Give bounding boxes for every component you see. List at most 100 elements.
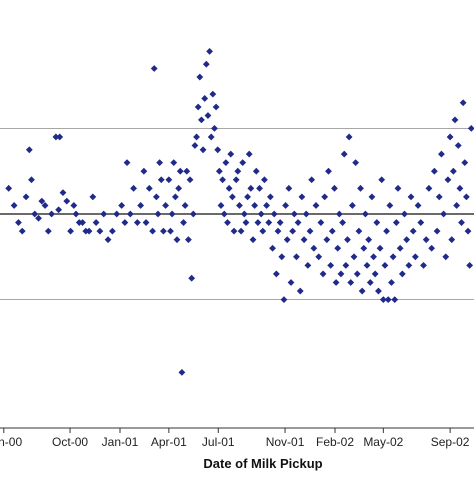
data-point [462,193,470,201]
data-point [417,219,425,226]
data-point [225,184,233,192]
data-point [191,142,199,149]
data-point [401,210,408,218]
data-point [212,103,220,111]
data-point [28,176,35,184]
data-point [321,193,329,201]
data-point [196,73,204,81]
data-point [5,184,13,192]
data-point [185,236,192,244]
data-point [444,176,452,184]
data-point [344,236,351,244]
data-point [319,270,327,278]
data-point [453,202,461,209]
data-point [357,184,364,192]
data-point [263,202,270,209]
data-point [363,261,371,269]
data-point [188,274,196,282]
data-point [269,244,276,252]
data-point [193,133,200,141]
data-point [353,270,361,278]
data-point [360,244,368,252]
data-point [252,167,260,175]
data-point [440,210,447,218]
data-point [79,219,86,226]
data-point [366,279,374,286]
data-point [334,244,342,252]
data-point [227,150,235,158]
data-point [201,95,209,102]
data-point [298,193,306,201]
data-point [256,184,263,192]
data-point [150,65,158,72]
data-point [244,193,251,201]
data-point [270,210,278,218]
data-point [375,287,382,295]
data-point [379,296,387,303]
data-point [160,227,167,235]
data-point [433,227,441,235]
data-point [168,210,176,218]
data-point [259,227,267,235]
data-point [274,227,282,235]
data-point [391,296,399,303]
data-point [176,167,184,175]
data-point [222,159,230,167]
data-point [137,202,145,209]
data-point [22,193,30,201]
data-point [234,167,242,175]
data-point [407,193,415,201]
data-point [156,159,164,167]
data-point [140,167,148,175]
data-point [317,219,325,226]
data-point [278,253,286,261]
data-point [152,193,160,201]
data-point [142,219,150,226]
data-point [180,219,187,226]
data-point [206,47,213,55]
data-point [157,176,165,184]
data-point [287,279,295,286]
data-point [220,210,228,218]
data-point [100,210,108,218]
data-point [371,270,379,278]
data-point [312,202,320,209]
data-point [302,210,310,218]
data-point [449,167,457,175]
data-point [217,202,225,209]
data-point [339,219,347,226]
data-point [411,253,419,261]
data-point [332,279,340,286]
data-point [171,193,179,201]
data-point [44,227,52,235]
data-point [438,150,445,158]
data-point [405,261,413,269]
data-point [123,159,131,167]
data-point [240,210,248,218]
data-point [198,116,205,124]
data-point [194,103,202,111]
data-point [285,184,293,192]
data-point [289,227,297,235]
data-point [126,210,134,218]
data-point [239,159,247,167]
data-point [199,146,207,154]
data-point [181,202,189,209]
x-tick-label: Apr-01 [151,435,187,449]
data-point [386,202,394,209]
data-point [85,227,93,235]
data-point [92,219,100,226]
data-point [18,227,26,235]
data-point [381,261,389,269]
data-point [370,253,377,261]
data-point [446,133,454,141]
data-point [133,219,141,226]
data-point [467,125,474,132]
data-point [398,270,406,278]
data-point [308,176,316,184]
data-point [306,227,314,235]
data-point [261,176,268,184]
data-point [209,90,217,98]
data-point [230,227,238,235]
